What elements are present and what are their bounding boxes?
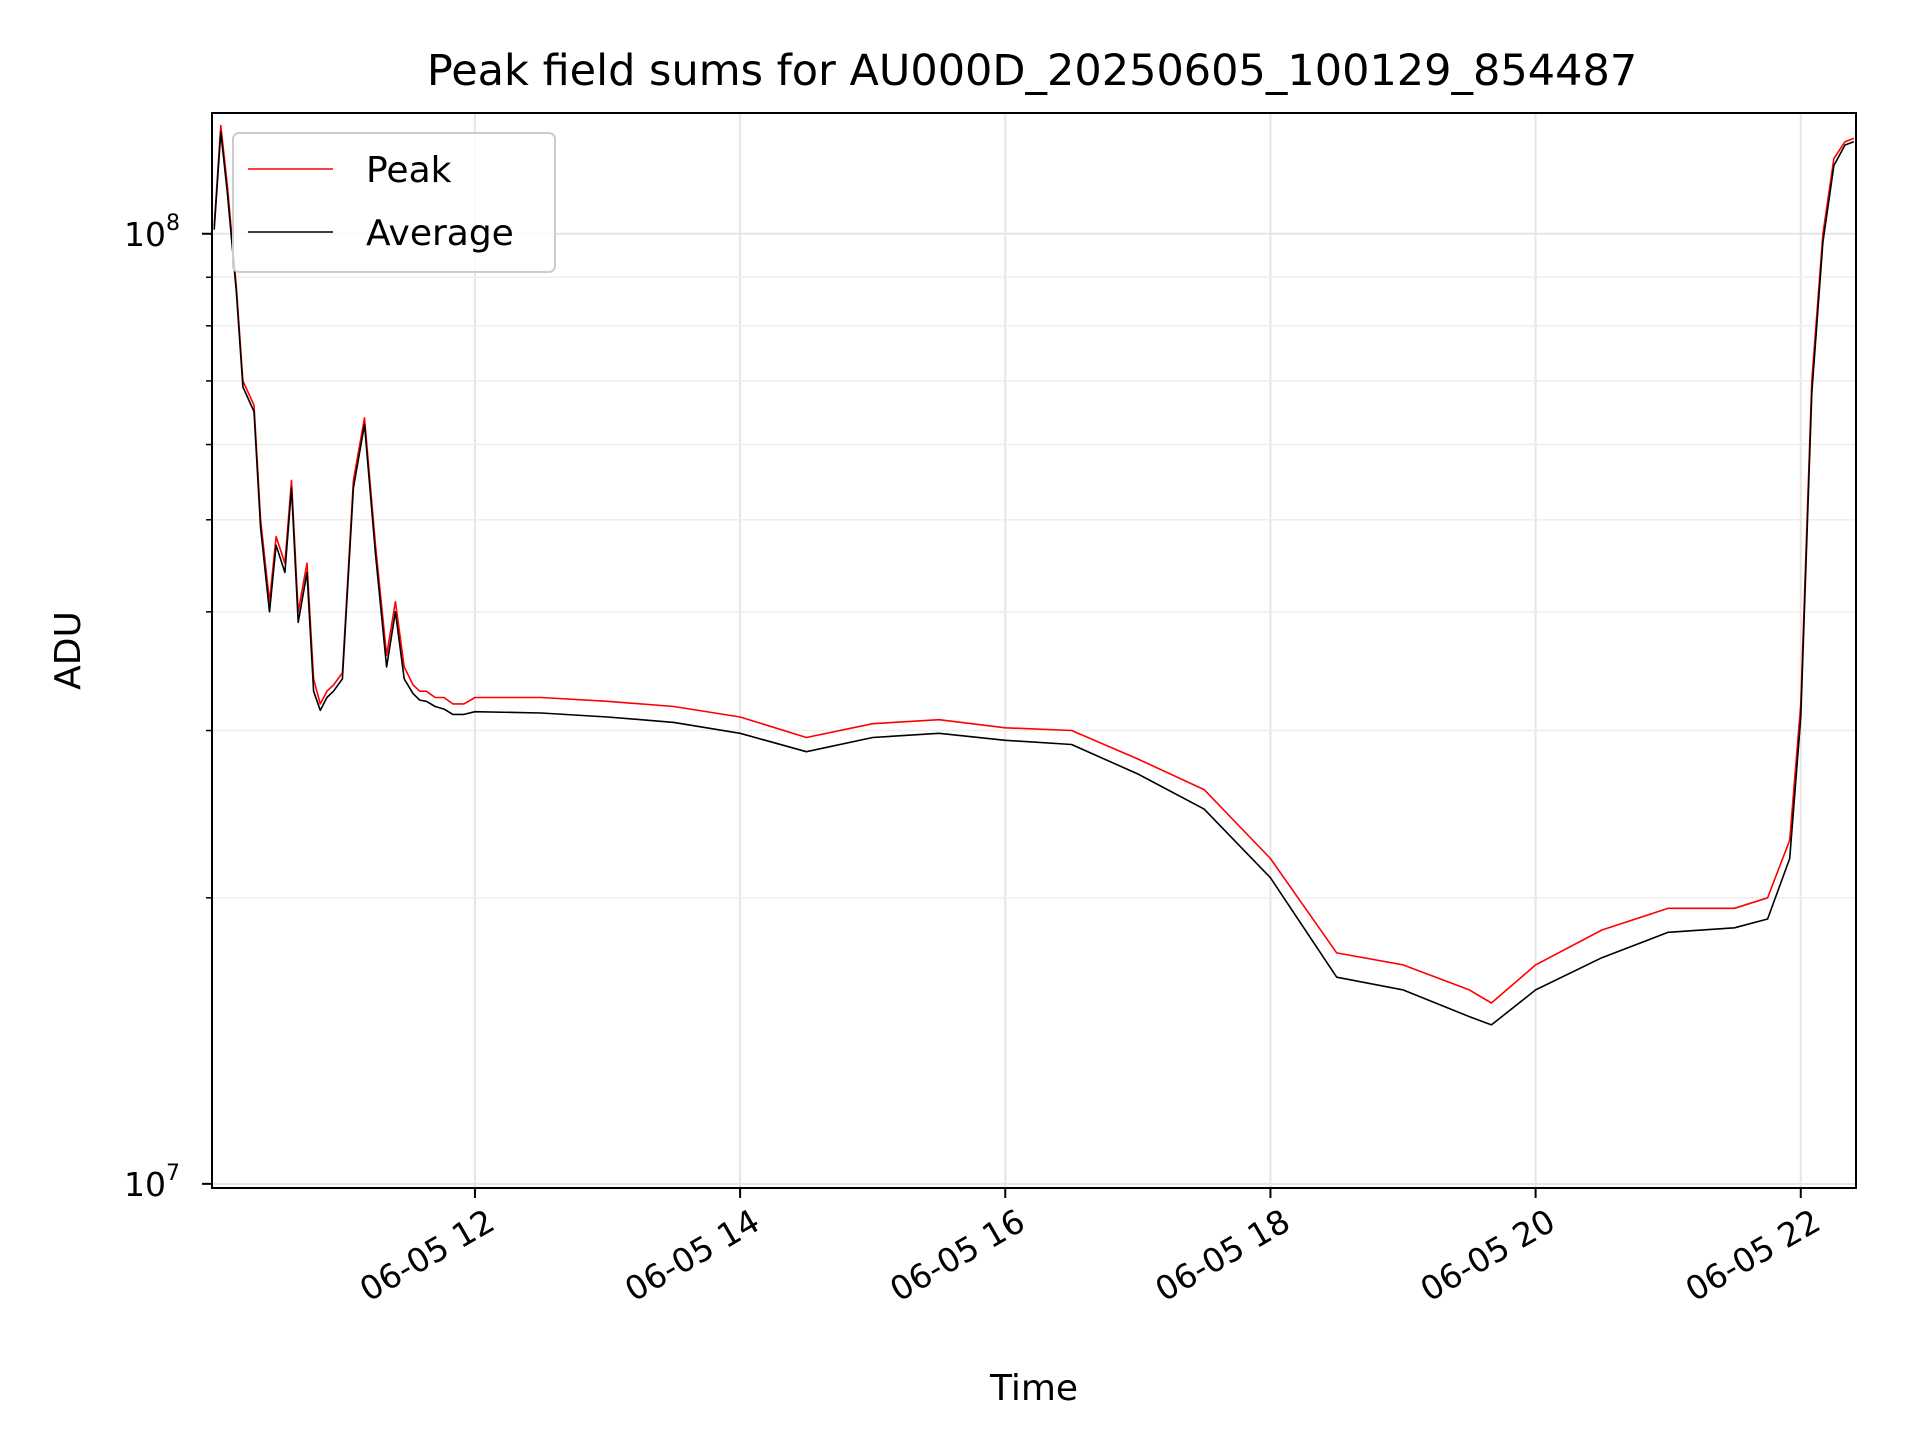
x-axis-label: Time xyxy=(989,1368,1078,1409)
legend-label-peak: Peak xyxy=(366,150,452,191)
y-tick-label: 108 xyxy=(124,211,180,254)
legend-box xyxy=(232,132,556,273)
axes-frame xyxy=(211,112,1857,1189)
y-axis: 107 108 xyxy=(124,211,212,1204)
chart-title: Peak field sums for AU000D_20250605_1001… xyxy=(427,46,1637,96)
legend: Peak Average xyxy=(232,132,556,273)
y-tick-label: 107 xyxy=(124,1161,180,1204)
plot-area xyxy=(213,124,1855,1026)
legend-label-average: Average xyxy=(366,213,514,254)
y-axis-label: ADU xyxy=(48,611,89,690)
series-line-average xyxy=(213,131,1855,1026)
